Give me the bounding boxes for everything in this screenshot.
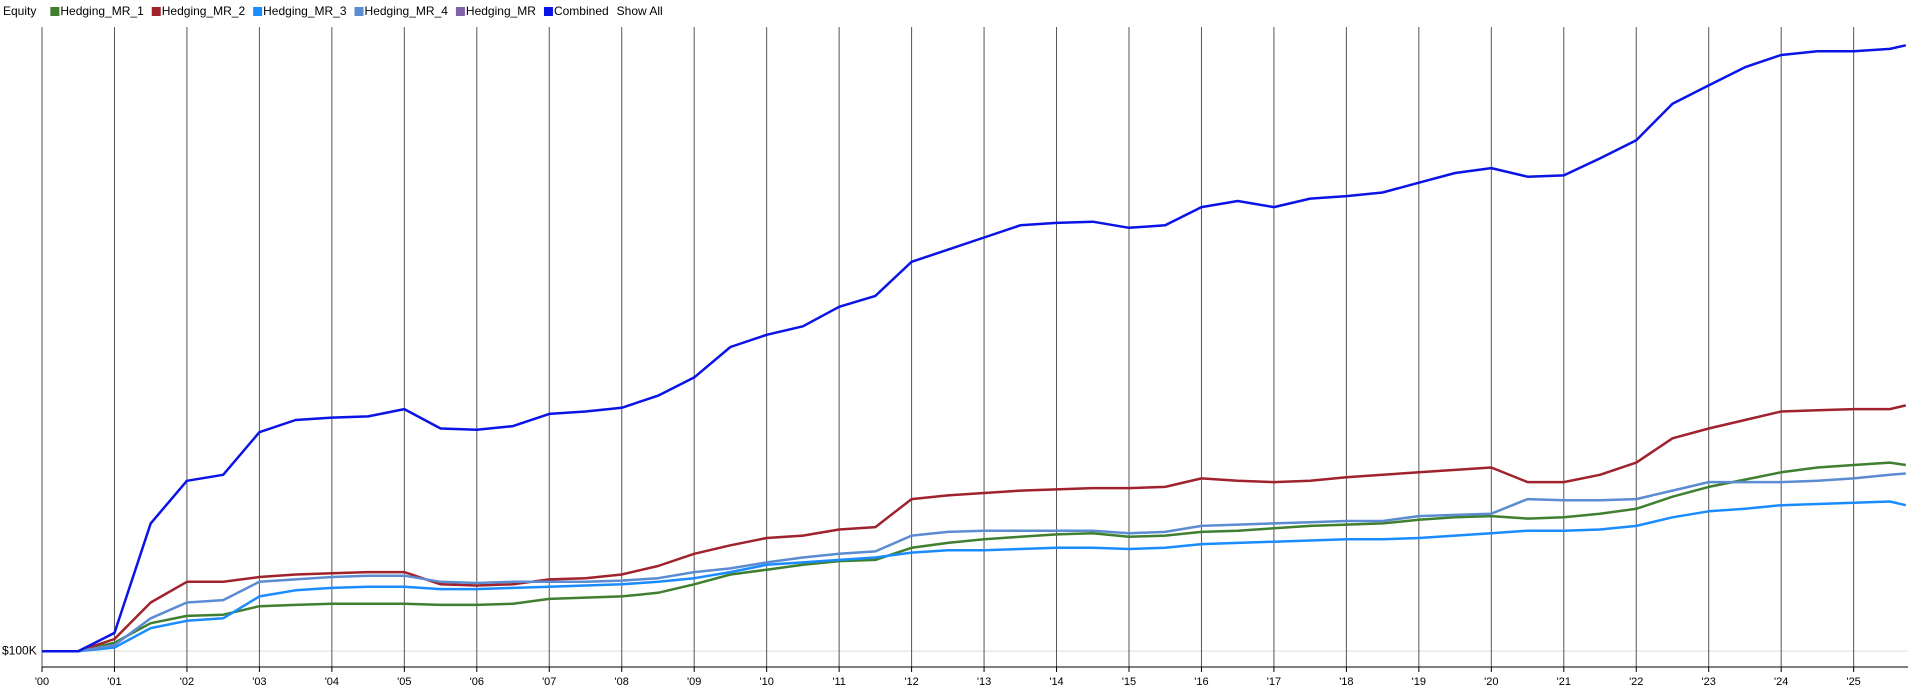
series-line (42, 472, 1906, 653)
x-tick-label: '21 (1557, 676, 1571, 688)
x-tick-label: '14 (1049, 676, 1063, 688)
x-tick-label: '11 (832, 676, 846, 688)
series-line (42, 461, 1906, 653)
legend-swatch[interactable] (50, 7, 60, 16)
legend-swatch[interactable] (455, 7, 465, 16)
legend-label[interactable]: Hedging_MR (466, 4, 536, 18)
legend-swatch[interactable] (253, 7, 263, 16)
x-tick-label: '09 (687, 676, 701, 688)
legend-label[interactable]: Hedging_MR_4 (365, 4, 449, 18)
chart-title: Equity (3, 4, 36, 18)
x-tick-label: '22 (1629, 676, 1643, 688)
x-tick-label: '20 (1484, 676, 1498, 688)
series-line (42, 404, 1907, 653)
legend-swatch[interactable] (354, 7, 364, 16)
x-tick-label: '15 (1122, 676, 1136, 688)
x-tick-label: '24 (1774, 676, 1788, 688)
x-tick-label: '23 (1702, 676, 1716, 688)
x-tick-label: '19 (1412, 676, 1426, 688)
legend-label[interactable]: Hedging_MR_3 (263, 4, 347, 18)
x-tick-label: '10 (759, 676, 773, 688)
x-tick-label: '07 (542, 676, 556, 688)
x-tick-label: '00 (35, 676, 49, 688)
series-line (42, 44, 1907, 653)
x-tick-label: '01 (107, 676, 121, 688)
x-tick-label: '25 (1846, 676, 1860, 688)
x-tick-label: '13 (977, 676, 991, 688)
x-tick-label: '06 (470, 676, 484, 688)
legend-swatch[interactable] (543, 7, 553, 16)
x-tick-label: '04 (325, 676, 339, 688)
x-tick-label: '17 (1267, 676, 1281, 688)
series-line (42, 500, 1907, 653)
show-all[interactable]: Show All (617, 4, 663, 18)
y-tick-label: $100K (2, 643, 37, 657)
x-tick-label: '16 (1194, 676, 1208, 688)
legend-label[interactable]: Hedging_MR_1 (60, 4, 144, 18)
x-tick-label: '02 (180, 676, 194, 688)
x-tick-label: '18 (1339, 676, 1353, 688)
legend-swatch[interactable] (151, 7, 161, 16)
x-tick-label: '03 (252, 676, 266, 688)
x-tick-label: '05 (397, 676, 411, 688)
legend-label[interactable]: Combined (554, 4, 609, 18)
legend-label[interactable]: Hedging_MR_2 (162, 4, 246, 18)
x-tick-label: '12 (904, 676, 918, 688)
x-tick-label: '08 (615, 676, 629, 688)
